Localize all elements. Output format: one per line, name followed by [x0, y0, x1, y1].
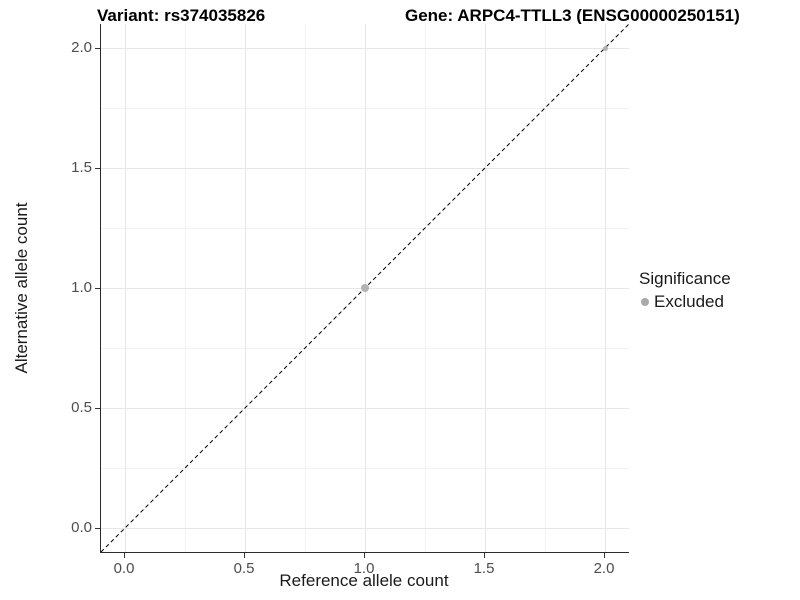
legend-item-excluded: Excluded — [639, 292, 731, 312]
gridline-major-h — [101, 407, 629, 409]
legend-title: Significance — [639, 269, 731, 288]
x-tick-mark — [124, 553, 125, 558]
y-tick-label: 0.0 — [71, 519, 92, 536]
x-tick-label: 1.5 — [473, 560, 495, 577]
y-tick-mark — [95, 168, 100, 169]
x-tick-mark — [364, 553, 365, 558]
y-axis-title: Alternative allele count — [12, 202, 31, 374]
plot-panel — [100, 24, 629, 553]
y-tick-label: 1.5 — [71, 159, 92, 176]
x-axis-title: Reference allele count — [279, 571, 449, 590]
gene-title: Gene: ARPC4-TTLL3 (ENSG00000250151) — [405, 6, 740, 25]
x-tick-mark — [604, 553, 605, 558]
data-point — [361, 284, 369, 292]
legend-point-icon — [641, 298, 649, 306]
x-tick-label: 0.0 — [113, 560, 135, 577]
x-tick-label: 1.0 — [353, 560, 375, 577]
gridline-major-h — [101, 47, 629, 49]
y-tick-mark — [95, 528, 100, 529]
y-tick-mark — [95, 288, 100, 289]
legend-item-label: Excluded — [654, 292, 724, 311]
y-tick-mark — [95, 48, 100, 49]
y-tick-label: 1.0 — [71, 279, 92, 296]
gridline-major-h — [101, 167, 629, 169]
y-tick-mark — [95, 408, 100, 409]
x-tick-label: 2.0 — [593, 560, 615, 577]
x-tick-mark — [484, 553, 485, 558]
legend: Significance Excluded — [639, 269, 731, 312]
y-tick-label: 0.5 — [71, 399, 92, 416]
y-tick-label: 2.0 — [71, 39, 92, 56]
gridline-major-h — [101, 527, 629, 529]
x-tick-mark — [244, 553, 245, 558]
data-point — [602, 45, 608, 51]
variant-title: Variant: rs374035826 — [97, 6, 266, 25]
x-tick-label: 0.5 — [233, 560, 255, 577]
